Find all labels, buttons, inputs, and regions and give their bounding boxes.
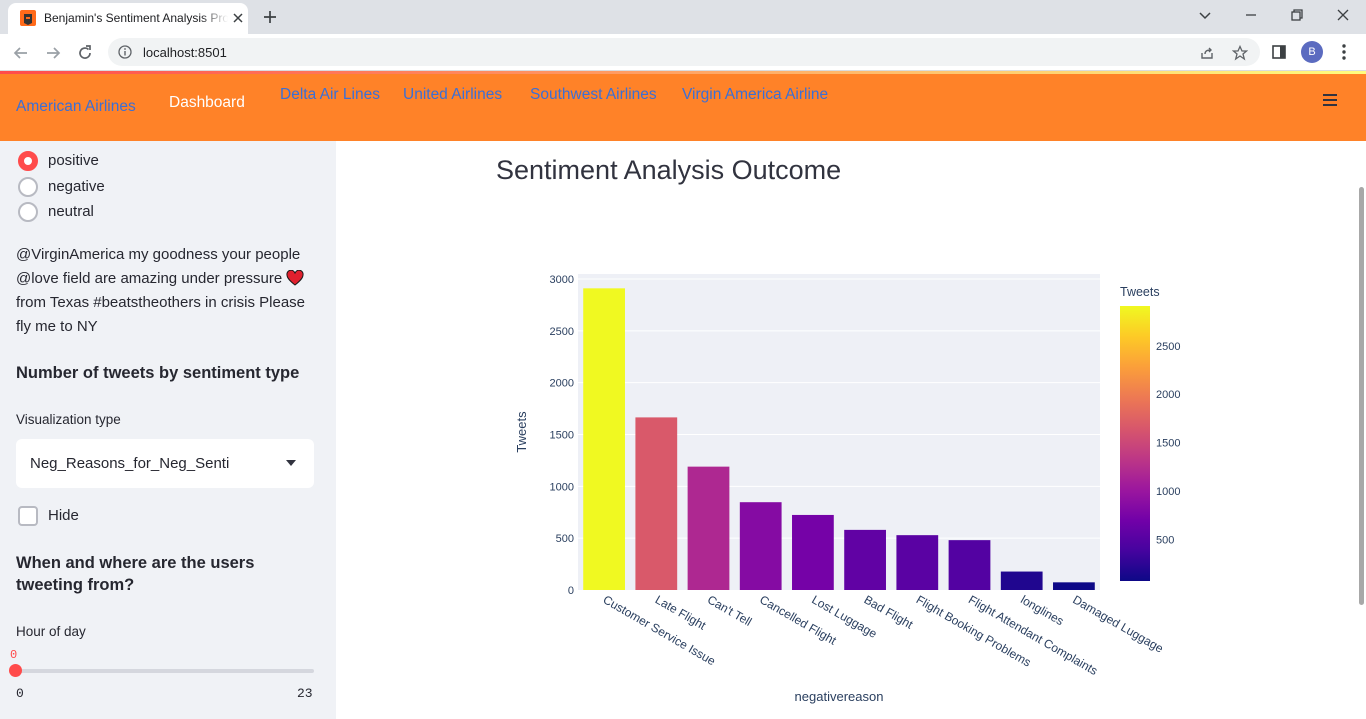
scrollbar-thumb[interactable] [1359, 187, 1364, 605]
nav-link-american-airlines[interactable]: American Airlines [16, 98, 136, 115]
colorbar [1120, 306, 1150, 581]
y-axis-title: Tweets [514, 411, 529, 453]
browser-tab-bar: Benjamin's Sentiment Analysis Project [0, 0, 1366, 34]
tweet-text-continued: from Texas #beatstheothers in crisis Ple… [16, 294, 306, 335]
radio-button[interactable] [18, 202, 38, 222]
radio-button[interactable] [18, 177, 38, 197]
nav-link-united-airlines[interactable]: United Airlines [403, 86, 503, 103]
chevron-down-icon[interactable] [1197, 7, 1213, 23]
share-icon[interactable] [1199, 45, 1215, 61]
x-tick-label: Damaged Luggage [1070, 592, 1166, 655]
reload-icon[interactable] [76, 44, 94, 62]
y-tick-label: 2000 [550, 378, 574, 390]
more-options-icon[interactable] [1336, 43, 1352, 61]
site-info-icon[interactable] [118, 45, 132, 59]
viz-type-value: Neg_Reasons_for_Neg_Senti [30, 455, 230, 472]
hide-label: Hide [48, 507, 79, 524]
bar [739, 502, 782, 590]
radio-label: neutral [48, 203, 94, 220]
checkbox-box[interactable] [18, 506, 38, 526]
colorbar-tick-label: 500 [1156, 535, 1174, 547]
y-tick-label: 1000 [550, 481, 574, 493]
bookmark-star-icon[interactable] [1232, 45, 1248, 61]
y-tick-label: 3000 [550, 274, 574, 286]
tweet-text: @VirginAmerica my goodness your people @… [16, 246, 301, 287]
profile-avatar[interactable]: B [1301, 41, 1323, 63]
count-heading: Number of tweets by sentiment type [16, 364, 300, 382]
bar [583, 288, 625, 590]
bar [687, 466, 730, 590]
slider-current-value: 0 [10, 648, 18, 662]
hour-label: Hour of day [16, 624, 86, 639]
new-tab-icon[interactable] [262, 9, 278, 25]
y-tick-label: 0 [568, 585, 574, 597]
nav-link-southwest-airlines[interactable]: Southwest Airlines [530, 86, 657, 103]
address-bar[interactable]: localhost:8501 [108, 38, 1260, 66]
viz-type-select[interactable]: Neg_Reasons_for_Neg_Senti [16, 439, 314, 488]
y-tick-label: 500 [556, 533, 574, 545]
radio-label: negative [48, 178, 105, 195]
bar [792, 514, 834, 590]
url-text: localhost:8501 [143, 45, 227, 60]
close-icon[interactable] [232, 12, 244, 24]
nav-link-delta-air-lines[interactable]: Delta Air Lines [280, 86, 380, 103]
colorbar-tick-label: 2500 [1156, 341, 1180, 353]
x-tick-label: Can't Tell [705, 592, 754, 629]
dropdown-caret-icon [286, 460, 296, 466]
forward-icon[interactable] [44, 44, 62, 62]
bar [1000, 571, 1043, 590]
sample-tweet: @VirginAmerica my goodness your people @… [16, 243, 316, 339]
tab-title: Benjamin's Sentiment Analysis Project [44, 11, 228, 25]
slider-min-label: 0 [16, 686, 24, 701]
where-heading: When and where are the users tweeting fr… [16, 554, 255, 594]
viz-type-label: Visualization type [16, 412, 121, 427]
side-panel-icon[interactable] [1271, 44, 1287, 60]
bar [948, 540, 991, 590]
bar [635, 417, 678, 590]
slider-max-label: 23 [297, 686, 313, 701]
sidebar: positive negative neutral @VirginAmerica… [0, 141, 336, 719]
nav-link-dashboard[interactable]: Dashboard [169, 94, 245, 111]
bar [1053, 582, 1095, 590]
bar [896, 535, 939, 590]
hour-slider-track[interactable] [16, 669, 314, 673]
hamburger-menu-icon[interactable] [1322, 93, 1338, 107]
restore-icon[interactable] [1289, 7, 1305, 23]
streamlit-favicon-icon [20, 10, 36, 26]
hour-slider-thumb[interactable] [9, 664, 22, 677]
colorbar-tick-label: 1500 [1156, 438, 1180, 450]
header-decoration-line [0, 71, 1366, 74]
radio-button[interactable] [18, 151, 38, 171]
radio-label: positive [48, 152, 99, 169]
browser-toolbar: localhost:8501 B [0, 34, 1366, 71]
close-window-icon[interactable] [1335, 7, 1351, 23]
x-axis-title: negativereason [795, 689, 884, 704]
bar [844, 529, 886, 590]
y-tick-label: 1500 [550, 430, 574, 442]
main-scrollbar[interactable] [1358, 141, 1366, 719]
nav-link-virgin-america-airline[interactable]: Virgin America Airline [682, 86, 829, 103]
browser-tab[interactable]: Benjamin's Sentiment Analysis Project [8, 3, 248, 34]
minimize-icon[interactable] [1243, 7, 1259, 23]
app-header: American Airlines Dashboard Delta Air Li… [0, 71, 1366, 141]
back-icon[interactable] [12, 44, 30, 62]
heart-icon [286, 270, 304, 286]
page-title: Sentiment Analysis Outcome [496, 155, 842, 185]
colorbar-tick-label: 1000 [1156, 486, 1180, 498]
colorbar-title: Tweets [1120, 285, 1160, 299]
colorbar-tick-label: 2000 [1156, 389, 1180, 401]
y-tick-label: 2500 [550, 326, 574, 338]
